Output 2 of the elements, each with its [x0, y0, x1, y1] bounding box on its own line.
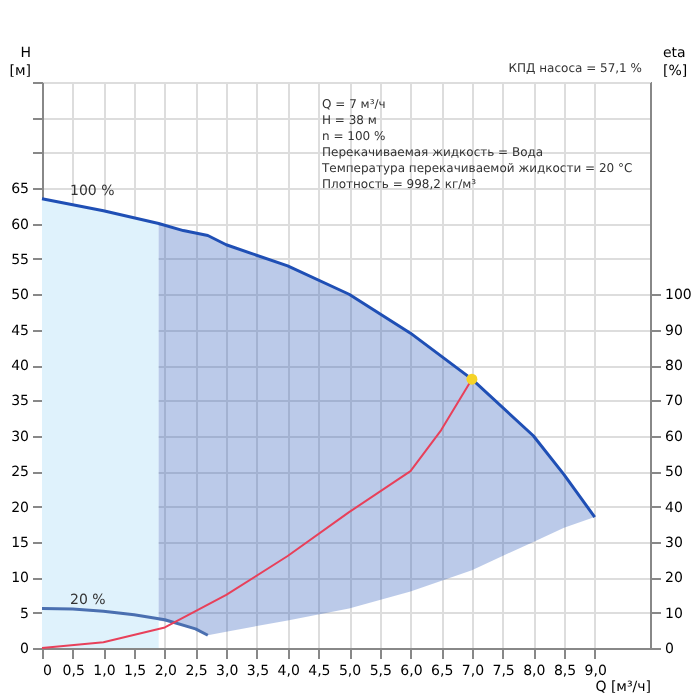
- line-series: [40, 197, 597, 519]
- line-series: [40, 606, 210, 637]
